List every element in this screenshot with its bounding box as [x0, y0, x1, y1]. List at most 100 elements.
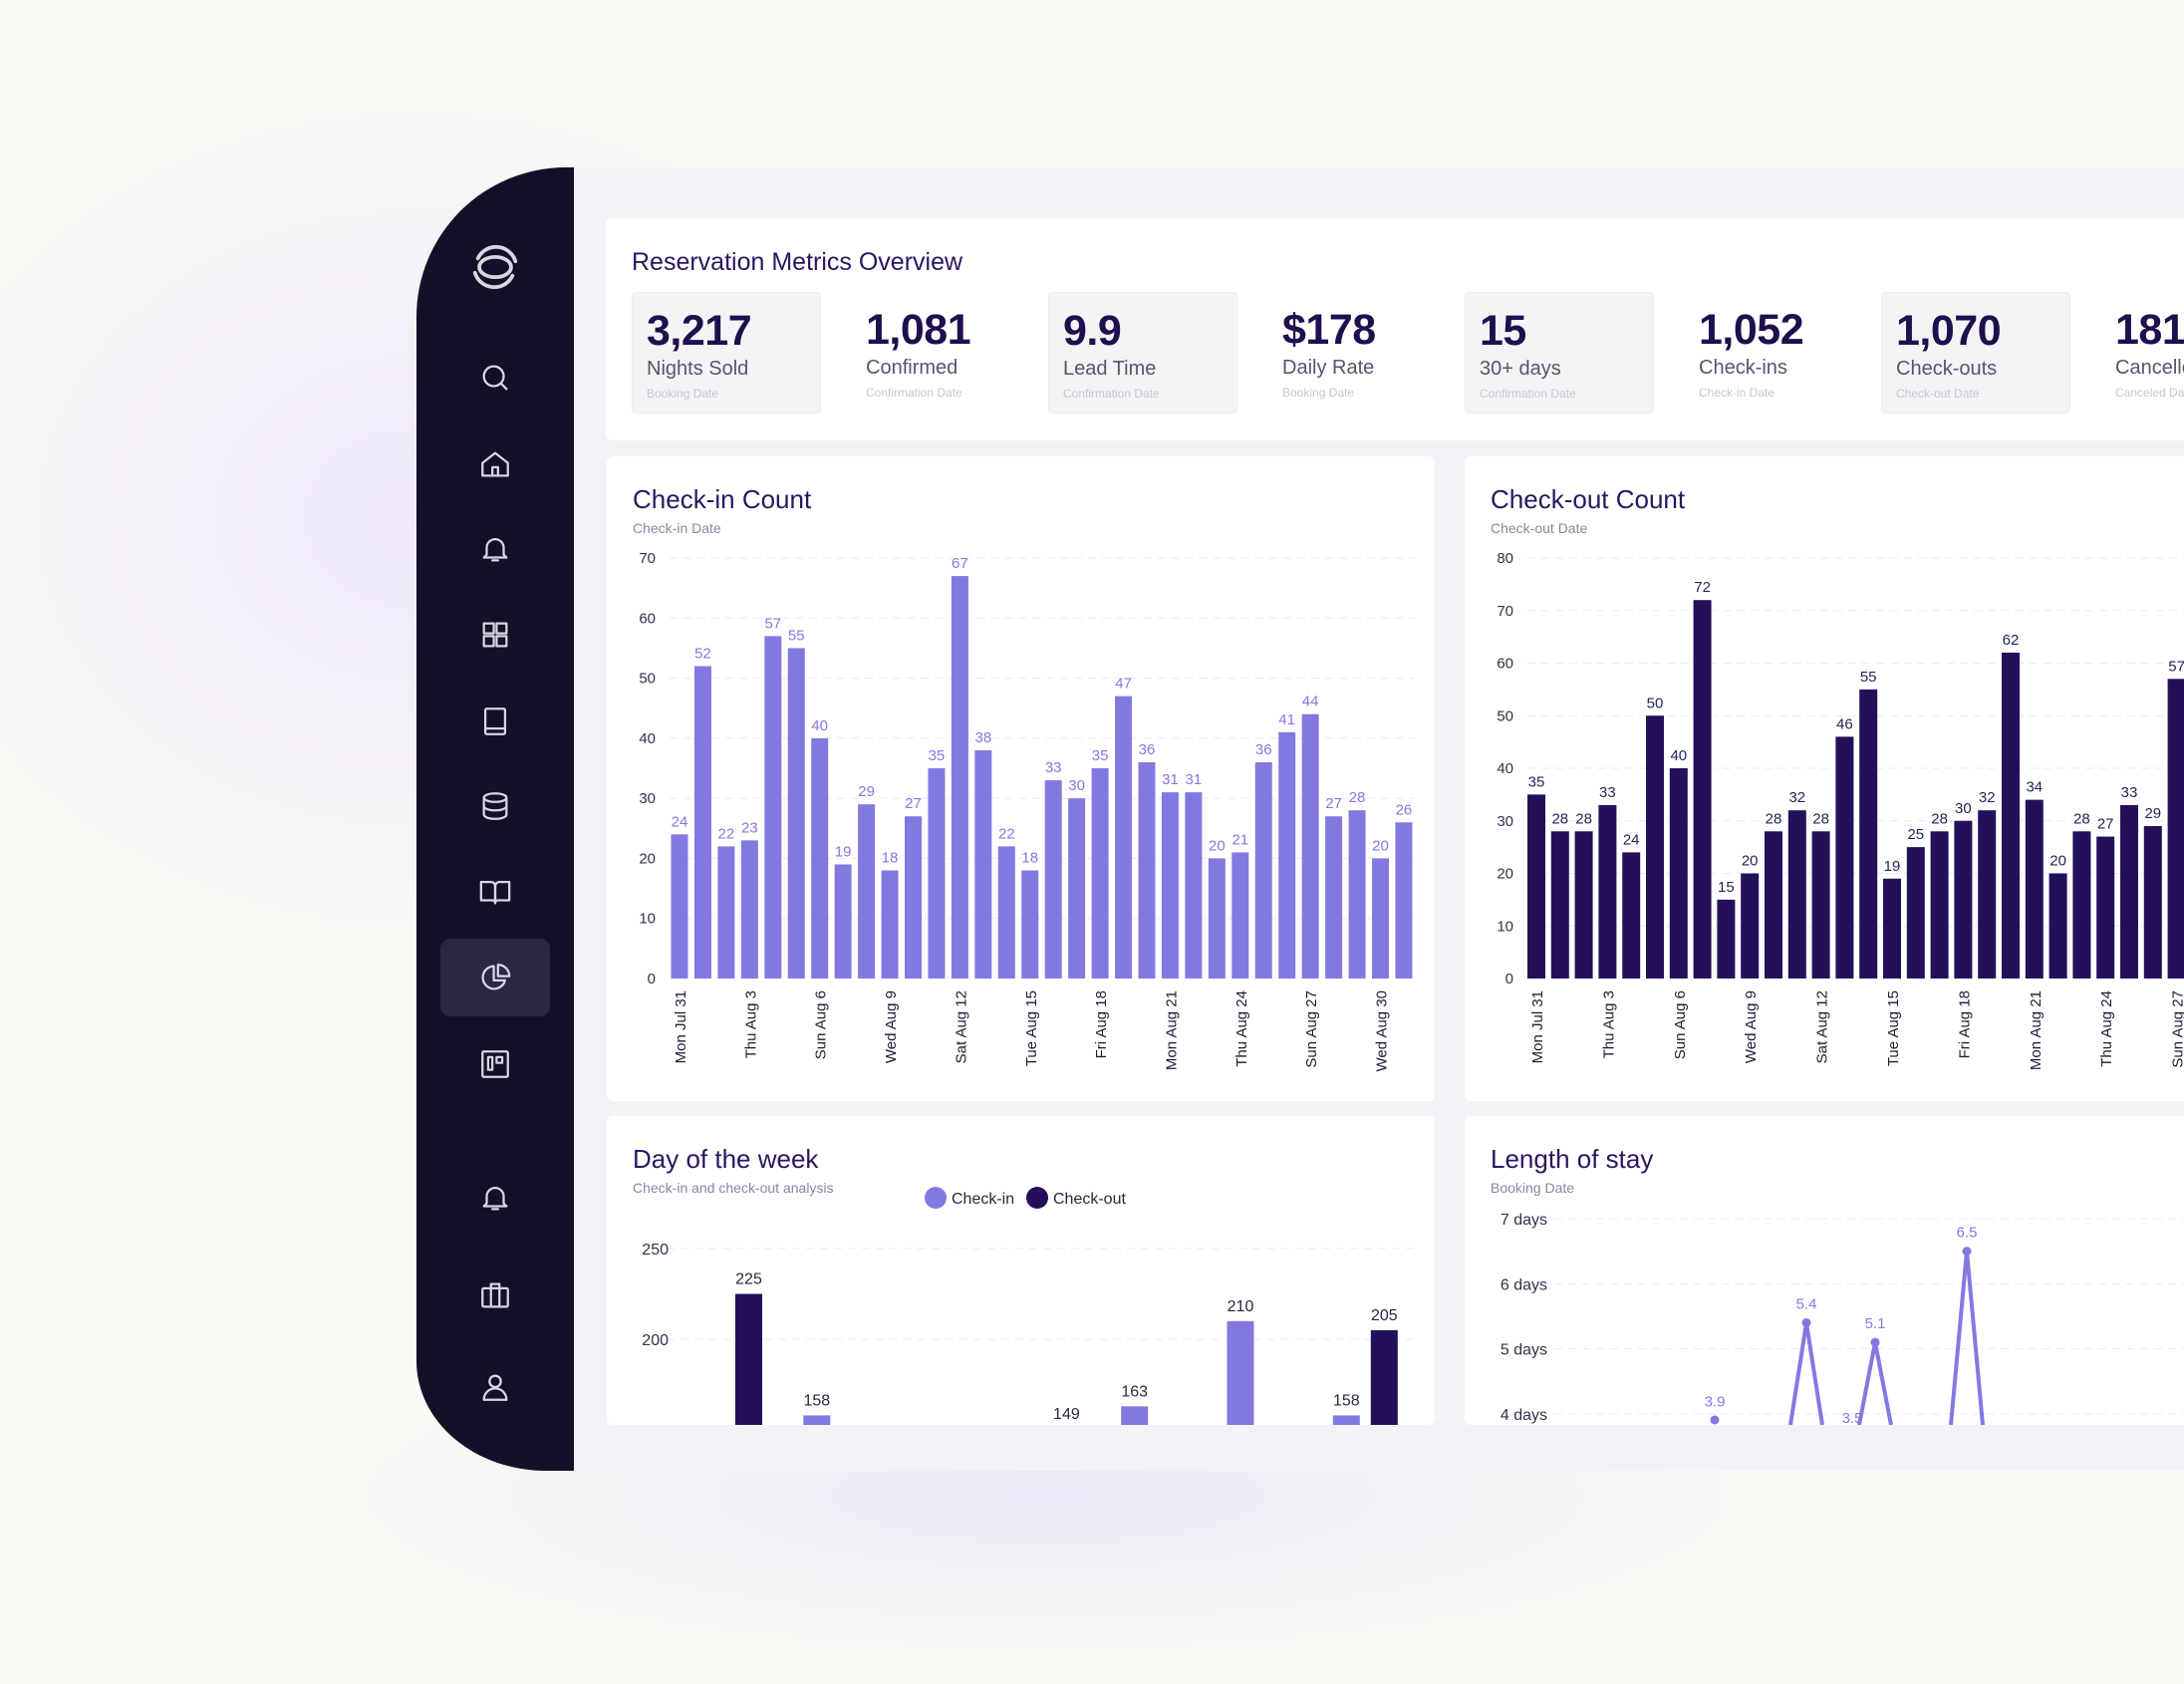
bar[interactable]	[1765, 831, 1782, 979]
bar[interactable]	[1741, 873, 1760, 980]
bar[interactable]	[717, 846, 735, 979]
sidebar-item-book[interactable]	[440, 683, 550, 760]
bar[interactable]	[1622, 852, 1641, 979]
bar[interactable]	[1906, 847, 1925, 979]
sidebar-item-open-book[interactable]	[440, 853, 550, 931]
bar[interactable]	[1787, 810, 1806, 979]
bar[interactable]	[787, 648, 805, 979]
bar[interactable]	[1646, 715, 1664, 979]
bar[interactable]	[905, 816, 922, 979]
bar[interactable]	[1332, 1415, 1360, 1425]
y-tick-label: 50	[639, 671, 656, 688]
bar[interactable]	[1121, 1406, 1149, 1425]
bar[interactable]	[1527, 794, 1545, 979]
data-label: 18	[1021, 849, 1038, 866]
bar[interactable]	[1574, 831, 1593, 979]
bar[interactable]	[2048, 873, 2067, 980]
bar[interactable]	[671, 834, 688, 979]
sidebar-item-bell[interactable]	[440, 510, 550, 588]
sidebar-item-bell[interactable]	[440, 1159, 550, 1237]
bar[interactable]	[735, 1293, 762, 1426]
kpi-check-ins: 1,052 Check-ins Check-in Date	[1685, 292, 1874, 414]
data-label: 44	[1302, 694, 1319, 710]
x-tick-label: Mon Aug 21	[2028, 990, 2045, 1070]
bar[interactable]	[764, 636, 782, 979]
data-point[interactable]	[1962, 1247, 1972, 1257]
bar[interactable]	[811, 737, 829, 979]
bell-icon	[482, 538, 508, 562]
legend-label[interactable]: Check-in	[952, 1191, 1014, 1208]
data-point[interactable]	[1870, 1337, 1880, 1347]
bar[interactable]	[1301, 713, 1319, 979]
bar[interactable]	[803, 1415, 831, 1425]
sidebar-item-home[interactable]	[440, 425, 550, 503]
sidebar-item-grid[interactable]	[440, 596, 550, 674]
bar[interactable]	[1161, 792, 1179, 979]
bar[interactable]	[1835, 736, 1854, 979]
bar[interactable]	[858, 804, 876, 979]
bar[interactable]	[2096, 836, 2115, 979]
bar[interactable]	[1811, 831, 1830, 979]
data-point[interactable]	[1710, 1415, 1720, 1425]
bar[interactable]	[1859, 689, 1878, 979]
bar[interactable]	[1021, 870, 1039, 979]
bar[interactable]	[1115, 696, 1133, 979]
bar[interactable]	[1254, 761, 1272, 979]
bar[interactable]	[2072, 831, 2091, 979]
bar[interactable]	[693, 666, 711, 979]
bar[interactable]	[2025, 799, 2044, 979]
x-tick-label: Thu Aug 24	[2098, 990, 2115, 1067]
bar[interactable]	[1693, 600, 1712, 979]
data-point[interactable]	[1801, 1317, 1811, 1327]
sidebar-item-database[interactable]	[440, 767, 550, 845]
bar[interactable]	[1044, 780, 1062, 979]
bar[interactable]	[1550, 831, 1569, 979]
bar[interactable]	[1231, 852, 1249, 979]
bar[interactable]	[1068, 798, 1086, 979]
sidebar-item-search[interactable]	[440, 339, 550, 417]
bar[interactable]	[2120, 804, 2138, 979]
bar[interactable]	[1954, 820, 1973, 979]
bar[interactable]	[1278, 731, 1296, 979]
sidebar-item-user[interactable]	[440, 1348, 550, 1426]
kpi-label: Nights Sold	[647, 358, 749, 380]
bar[interactable]	[1669, 768, 1688, 979]
bar[interactable]	[1717, 899, 1736, 979]
bar[interactable]	[1370, 1329, 1398, 1425]
bar[interactable]	[1372, 858, 1389, 979]
bar[interactable]	[1138, 761, 1156, 979]
bar[interactable]	[1348, 810, 1366, 979]
bar[interactable]	[974, 749, 992, 979]
data-label: 18	[882, 849, 899, 866]
bar[interactable]	[2167, 679, 2184, 979]
bar[interactable]	[2143, 826, 2162, 979]
bar[interactable]	[997, 846, 1015, 979]
sidebar-item-briefcase[interactable]	[440, 1257, 550, 1334]
sidebar-item-pie-chart[interactable]	[440, 939, 550, 1016]
kpi-value: $178	[1282, 306, 1376, 354]
length-of-stay-card: Length of stay Booking Date 4 days 5 days…	[1465, 1116, 2184, 1425]
bar[interactable]	[1227, 1320, 1254, 1425]
bar[interactable]	[1930, 831, 1949, 979]
bar[interactable]	[1091, 768, 1109, 979]
bar[interactable]	[1978, 810, 1997, 979]
bar[interactable]	[951, 576, 968, 979]
data-label: 24	[1623, 831, 1640, 848]
data-label: 46	[1836, 715, 1853, 732]
bar[interactable]	[1208, 858, 1226, 979]
bar[interactable]	[1185, 792, 1203, 979]
bar[interactable]	[2002, 652, 2020, 979]
data-label: 20	[1209, 837, 1226, 854]
bar[interactable]	[1325, 816, 1343, 979]
logo[interactable]	[440, 228, 550, 306]
legend-label[interactable]: Check-out	[1053, 1191, 1126, 1208]
bar[interactable]	[1598, 804, 1617, 979]
bar[interactable]	[740, 840, 758, 979]
bar[interactable]	[928, 768, 946, 979]
sidebar-item-kanban[interactable]	[440, 1025, 550, 1103]
bar[interactable]	[1395, 822, 1413, 979]
bar[interactable]	[881, 870, 899, 979]
checkin-chart: 0 10 20 30 40 50 60 70 24 Mon Jul 31 52 22 23 Thu Aug…	[639, 550, 1414, 1071]
bar[interactable]	[1883, 878, 1901, 979]
bar[interactable]	[834, 864, 852, 979]
